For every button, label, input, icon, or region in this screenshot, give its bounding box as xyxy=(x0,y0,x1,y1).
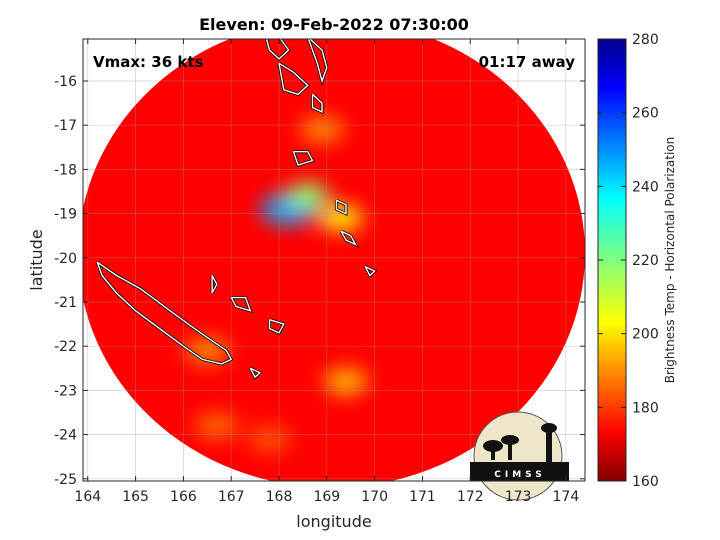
colorbar-tick-label: 220 xyxy=(632,253,659,269)
x-axis-label: longitude xyxy=(296,512,371,531)
coastline-3 xyxy=(278,62,309,96)
x-tick-label: 167 xyxy=(218,489,245,505)
coastline-4 xyxy=(311,93,323,113)
tb-feature-6 xyxy=(194,412,239,439)
y-tick-label: -18 xyxy=(54,162,77,178)
coastline-10 xyxy=(268,319,285,334)
x-tick-label: 165 xyxy=(122,489,149,505)
y-tick-label: -23 xyxy=(54,383,77,399)
colorbar-tick-label: 280 xyxy=(632,32,659,48)
colorbar-tick-label: 160 xyxy=(632,474,659,490)
coastline-12 xyxy=(249,367,262,379)
vmax-label: Vmax: 36 kts xyxy=(93,53,203,71)
colorbar-tick-label: 240 xyxy=(632,179,659,195)
y-tick-label: -16 xyxy=(54,74,77,90)
away-label: 01:17 away xyxy=(479,53,576,71)
tb-feature-1 xyxy=(285,182,330,209)
y-tick-label: -19 xyxy=(54,207,77,223)
coastline-9 xyxy=(230,296,252,312)
y-axis-label: latitude xyxy=(27,229,46,290)
x-tick-label: 174 xyxy=(553,489,580,505)
tb-feature-7 xyxy=(247,426,292,453)
coastline-11 xyxy=(211,275,218,294)
coastline-1 xyxy=(265,39,290,60)
coastline-7 xyxy=(340,230,358,247)
logo-text: CIMSS xyxy=(494,470,545,480)
x-tick-label: 169 xyxy=(313,489,340,505)
swath-layer xyxy=(83,39,585,481)
coastline-6 xyxy=(335,199,347,215)
cimss-logo: CIMSS xyxy=(470,411,569,501)
colorbar-tick-label: 180 xyxy=(632,400,659,416)
tb-feature-2 xyxy=(319,205,364,232)
axis-ticks: 164 165 166 167 168 169 170 171 172 173 174 -16 -17 -… xyxy=(54,39,585,505)
y-tick-label: -17 xyxy=(54,118,77,134)
x-tick-label: 164 xyxy=(74,489,101,505)
coastline-5 xyxy=(292,150,314,166)
chart-title: Eleven: 09-Feb-2022 07:30:00 xyxy=(199,15,469,34)
tb-feature-5 xyxy=(323,368,368,395)
y-tick-label: -24 xyxy=(54,428,77,444)
y-tick-label: -21 xyxy=(54,295,77,311)
y-tick-label: -20 xyxy=(54,251,77,267)
coastline-layer xyxy=(95,39,378,380)
x-tick-label: 166 xyxy=(170,489,197,505)
x-tick-label: 170 xyxy=(361,489,388,505)
colorbar-tick-label: 200 xyxy=(632,327,659,343)
x-tick-label: 172 xyxy=(457,489,484,505)
y-tick-label: -25 xyxy=(54,472,77,488)
colorbar-label: Brightness Temp - Horizontal Polarizatio… xyxy=(663,137,677,384)
coastline-0 xyxy=(96,261,233,365)
colorbar-tick-label: 260 xyxy=(632,106,659,122)
coastline-2 xyxy=(307,39,328,84)
colorbar-ticks: 280 260 240 220 200 180 160 xyxy=(598,32,659,490)
y-tick-label: -22 xyxy=(54,339,77,355)
tb-feature-3 xyxy=(300,116,345,143)
swath-disk xyxy=(83,39,585,481)
x-tick-label: 168 xyxy=(266,489,293,505)
plot-frame xyxy=(82,38,586,482)
x-tick-label: 173 xyxy=(505,489,532,505)
coastline-8 xyxy=(364,265,376,277)
x-tick-label: 171 xyxy=(409,489,436,505)
